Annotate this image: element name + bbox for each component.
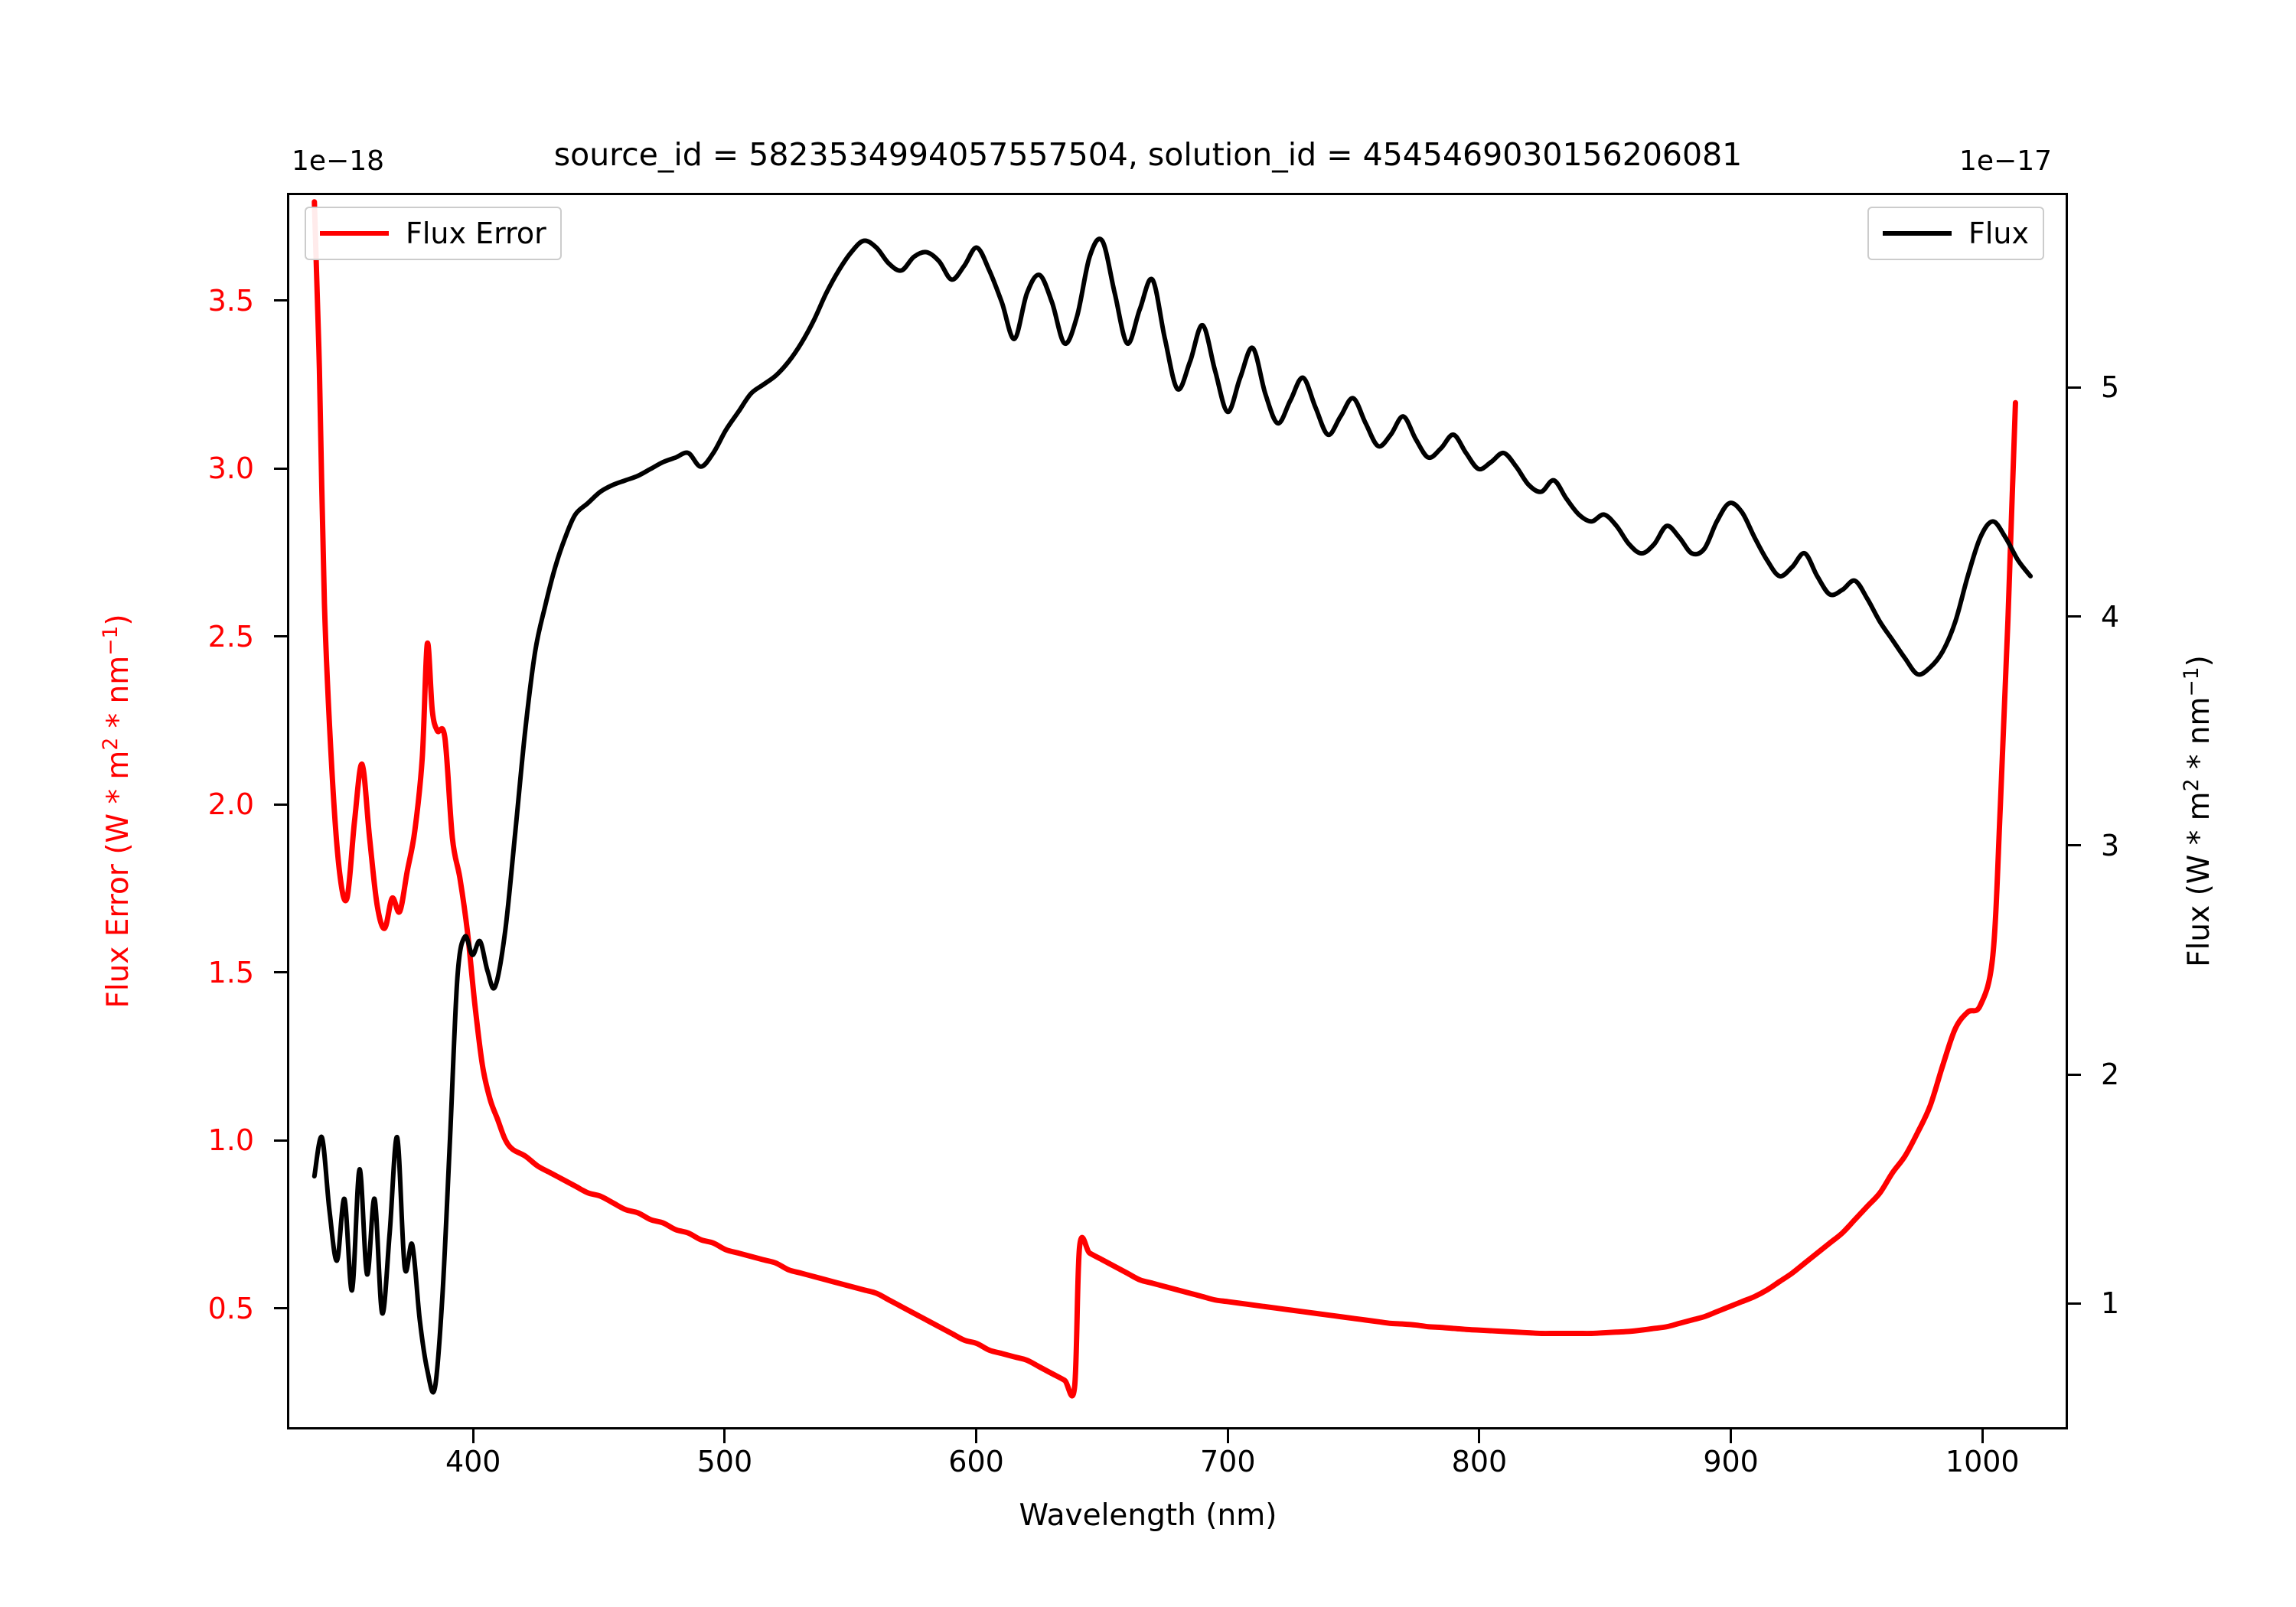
y-tick-label-left: 3.5 <box>207 283 254 318</box>
right-axis-offset-label: 1e−17 <box>1959 145 2053 177</box>
x-tick-label: 700 <box>1199 1445 1256 1478</box>
y-axis-label-left: Flux Error (W * m2 * nm−1) <box>99 614 135 1009</box>
tick-y-left-mark <box>274 467 288 470</box>
tick-y-left-mark <box>274 1307 288 1310</box>
y-tick-label-left: 2.5 <box>207 619 254 654</box>
x-tick-label: 1000 <box>1945 1445 2020 1478</box>
tick-y-right-mark <box>2067 386 2081 389</box>
y-tick-label-right: 1 <box>2101 1286 2120 1321</box>
x-tick-label: 800 <box>1451 1445 1508 1478</box>
legend-flux-error[interactable]: Flux Error <box>305 207 562 260</box>
tick-y-left-mark <box>274 299 288 302</box>
tick-x-mark <box>975 1429 978 1443</box>
y-tick-label-left: 1.0 <box>207 1123 254 1158</box>
legend-label-flux-error: Flux Error <box>406 217 546 250</box>
tick-y-right-mark <box>2067 844 2081 847</box>
page-title: source_id = 5823534994057557504, solutio… <box>553 136 1743 173</box>
legend-flux[interactable]: Flux <box>1867 207 2044 260</box>
y-tick-label-left: 3.0 <box>207 451 254 486</box>
x-tick-label: 400 <box>445 1445 501 1478</box>
y-tick-label-right: 2 <box>2101 1058 2120 1092</box>
tick-x-mark <box>1730 1429 1733 1443</box>
y-tick-label-right: 5 <box>2101 370 2120 405</box>
tick-y-right-mark <box>2067 1302 2081 1305</box>
x-tick-label: 500 <box>696 1445 753 1478</box>
left-axis-offset-label: 1e−18 <box>292 145 385 177</box>
legend-swatch-flux <box>1883 231 1952 236</box>
y-tick-label-left: 0.5 <box>207 1291 254 1325</box>
x-tick-label: 900 <box>1703 1445 1759 1478</box>
tick-y-left-mark <box>274 1139 288 1142</box>
series-line-flux <box>311 236 2033 1395</box>
tick-x-mark <box>1226 1429 1229 1443</box>
plot-svg <box>311 199 2033 1399</box>
x-tick-label: 600 <box>948 1445 1004 1478</box>
tick-x-mark <box>723 1429 726 1443</box>
y-tick-label-right: 4 <box>2101 599 2120 634</box>
tick-x-mark <box>1478 1429 1481 1443</box>
tick-y-right-mark <box>2067 615 2081 618</box>
x-axis-label: Wavelength (nm) <box>1019 1498 1277 1533</box>
tick-y-left-mark <box>274 803 288 806</box>
tick-y-right-mark <box>2067 1073 2081 1076</box>
tick-y-left-mark <box>274 635 288 638</box>
y-tick-label-left: 1.5 <box>207 955 254 989</box>
legend-swatch-flux-error <box>320 231 389 236</box>
y-axis-label-right: Flux (W * m2 * nm−1) <box>2180 655 2216 967</box>
y-tick-label-left: 2.0 <box>207 787 254 822</box>
tick-y-left-mark <box>274 971 288 974</box>
legend-label-flux: Flux <box>1968 217 2029 250</box>
series-line-flux-error <box>311 199 2018 1399</box>
y-tick-label-right: 3 <box>2101 828 2120 862</box>
tick-x-mark <box>1981 1429 1984 1443</box>
plot-area <box>287 193 2068 1429</box>
tick-x-mark <box>471 1429 475 1443</box>
